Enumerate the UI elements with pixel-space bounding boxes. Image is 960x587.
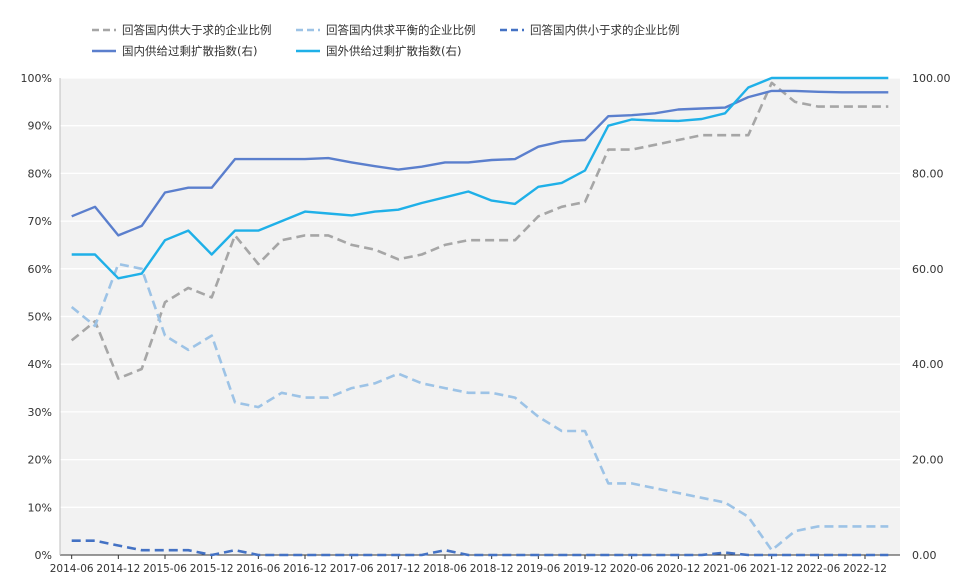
y-right-tick-label: 40.00 (912, 358, 944, 371)
x-tick-label: 2021-06 (703, 563, 747, 575)
x-tick-label: 2014-06 (50, 563, 94, 575)
y-right-tick-label: 80.00 (912, 167, 944, 180)
legend-label-5: 国外供给过剩扩散指数(右) (326, 44, 461, 58)
y-right-tick-label: 0.00 (912, 549, 937, 562)
x-tick-label: 2022-12 (843, 563, 887, 575)
y-left-tick-label: 30% (28, 406, 52, 419)
x-tick-label: 2019-06 (516, 563, 560, 575)
y-left-tick-label: 90% (28, 120, 52, 133)
x-tick-label: 2020-06 (610, 563, 654, 575)
y-left-tick-label: 100% (21, 72, 52, 85)
x-tick-label: 2019-12 (563, 563, 607, 575)
series-line-3 (71, 539, 889, 557)
axes: 0% 10% 20% 30% 40% 50% 60% 70% 80% 90% 100% 0.00 20.… (21, 72, 951, 575)
y-left-tick-label: 70% (28, 215, 52, 228)
legend-label-2: 回答国内供求平衡的企业比例 (326, 23, 476, 37)
x-tick-label: 2018-12 (470, 563, 514, 575)
y-right-tick-label: 60.00 (912, 263, 944, 276)
x-tick-label: 2014-12 (96, 563, 140, 575)
series-line-1 (70, 81, 889, 380)
series-line-4 (71, 89, 889, 237)
y-left-tick-label: 40% (28, 358, 52, 371)
legend-label-4: 国内供给过剩扩散指数(右) (122, 44, 257, 58)
y-right-tick-label: 100.00 (912, 72, 951, 85)
y-left-tick-label: 10% (28, 501, 52, 514)
y-right-tick-label: 20.00 (912, 454, 944, 467)
series-group (70, 76, 889, 557)
x-tick-label: 2022-06 (796, 563, 840, 575)
legend: 回答国内供大于求的企业比例 回答国内供求平衡的企业比例 回答国内供小于求的企业比例国… (92, 23, 680, 58)
x-tick-label: 2017-12 (376, 563, 420, 575)
y-left-tick-label: 50% (28, 311, 52, 324)
series-line-2 (70, 262, 889, 552)
x-tick-label: 2021-12 (750, 563, 794, 575)
x-tick-label: 2017-06 (330, 563, 374, 575)
x-tick-label: 2020-12 (656, 563, 700, 575)
y-left-tick-label: 80% (28, 167, 52, 180)
y-left-tick-label: 20% (28, 454, 52, 467)
x-tick-label: 2015-12 (190, 563, 234, 575)
y-left-tick-label: 0% (35, 549, 52, 562)
legend-label-3: 回答国内供小于求的企业比例 (530, 23, 680, 37)
series-line-5 (71, 76, 889, 280)
x-tick-label: 2018-06 (423, 563, 467, 575)
x-tick-label: 2016-06 (236, 563, 280, 575)
x-tick-label: 2015-06 (143, 563, 187, 575)
x-tick-label: 2016-12 (283, 563, 327, 575)
gridlines (60, 77, 900, 556)
y-left-tick-label: 60% (28, 263, 52, 276)
legend-label-1: 回答国内供大于求的企业比例 (122, 23, 272, 37)
